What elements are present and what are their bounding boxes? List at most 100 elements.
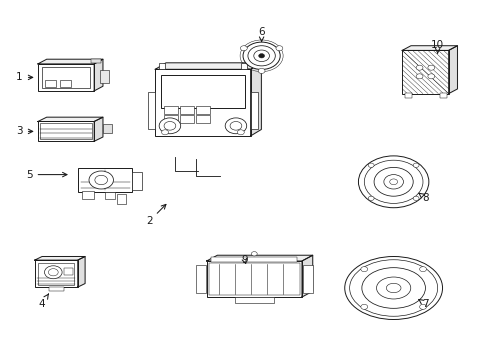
Circle shape [360,267,367,272]
Bar [196,107,210,114]
Bar [40,123,92,139]
Text: 10: 10 [430,40,443,53]
Ellipse shape [344,256,442,320]
Bar [164,107,178,114]
Bar [147,92,155,129]
Circle shape [253,50,269,62]
Bar [101,70,109,82]
Circle shape [164,122,176,130]
Circle shape [412,196,418,201]
Bar [64,268,73,275]
Bar [38,263,74,284]
Polygon shape [159,63,165,69]
Bar [303,265,312,293]
Circle shape [237,130,244,135]
Circle shape [229,122,241,130]
Bar [404,93,411,98]
Circle shape [258,68,264,73]
Circle shape [48,269,58,276]
Circle shape [161,130,168,135]
Bar [195,265,205,293]
Bar [38,64,94,91]
Polygon shape [155,63,261,69]
Bar [155,69,250,136]
Circle shape [373,167,412,196]
Polygon shape [78,256,85,287]
Circle shape [415,65,422,70]
Circle shape [389,179,397,185]
Circle shape [275,46,282,51]
Circle shape [224,118,246,134]
Text: 8: 8 [418,193,428,203]
Polygon shape [301,255,312,297]
Bar [91,59,102,63]
Text: 6: 6 [258,27,264,41]
Bar [45,80,56,87]
Circle shape [240,46,247,51]
Circle shape [367,163,373,167]
Bar [401,50,447,94]
Circle shape [427,65,434,70]
Circle shape [44,266,62,279]
Polygon shape [401,46,457,50]
Circle shape [419,267,426,272]
Bar [49,287,63,292]
Bar [209,263,299,295]
Bar [132,171,142,190]
Circle shape [159,118,181,134]
Bar [38,121,94,141]
Circle shape [358,156,428,208]
Bar [234,297,273,303]
Ellipse shape [386,283,400,293]
Circle shape [364,160,422,203]
Bar [196,115,210,122]
Polygon shape [38,117,102,121]
Text: 9: 9 [241,255,247,265]
Circle shape [247,46,275,66]
Bar [180,115,194,122]
Ellipse shape [376,277,410,299]
Bar [180,107,194,114]
Polygon shape [206,255,312,261]
Text: 7: 7 [418,299,428,309]
Bar [250,92,258,129]
Circle shape [383,175,403,189]
Circle shape [243,42,280,69]
Polygon shape [447,46,457,94]
Circle shape [95,175,107,185]
Text: 4: 4 [38,294,48,309]
Polygon shape [250,63,261,136]
Polygon shape [35,256,85,260]
Bar [206,261,301,297]
Polygon shape [94,117,102,141]
Circle shape [251,252,257,256]
Circle shape [89,171,113,189]
Text: 1: 1 [16,72,33,82]
Polygon shape [38,59,102,64]
Bar [42,67,90,88]
Circle shape [427,74,434,79]
Circle shape [412,163,418,167]
Circle shape [419,304,426,309]
Polygon shape [240,63,246,69]
Bar [164,115,178,122]
Bar [78,168,132,192]
Circle shape [360,304,367,309]
Polygon shape [94,59,102,91]
Circle shape [367,196,373,201]
Text: 5: 5 [26,170,67,180]
Ellipse shape [361,268,425,308]
Bar [211,257,297,262]
Circle shape [415,74,422,79]
Bar [60,80,71,87]
Text: 3: 3 [16,126,33,136]
Circle shape [258,54,264,58]
Bar [105,192,115,199]
Bar [35,260,78,287]
Bar [439,93,446,98]
Bar [117,194,126,204]
Bar [102,124,111,133]
Bar [161,75,244,108]
Bar [82,191,94,199]
Text: 2: 2 [145,204,165,226]
